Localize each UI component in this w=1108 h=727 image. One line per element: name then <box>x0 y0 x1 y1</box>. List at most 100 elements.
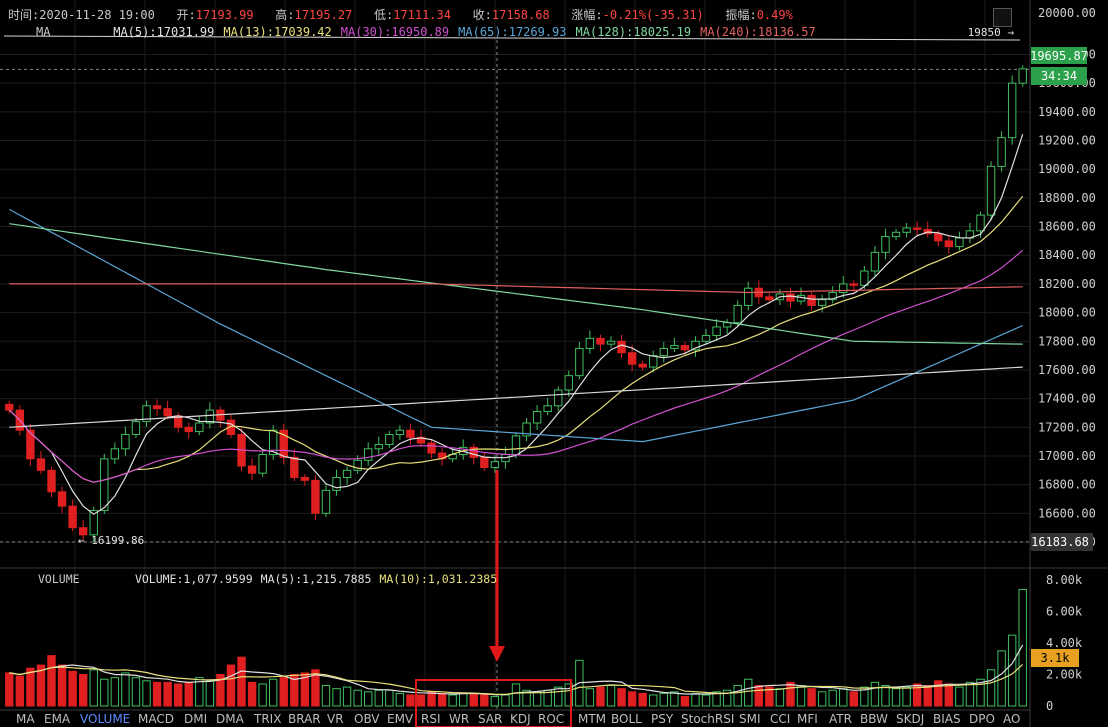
tab-ema[interactable]: EMA <box>44 712 71 726</box>
tab-obv[interactable]: OBV <box>354 712 380 726</box>
volume-bar <box>311 669 320 707</box>
price-tick-label: 19400.00 <box>1038 105 1096 119</box>
candle <box>1018 65 1027 87</box>
price-tick-label: 17800.00 <box>1038 334 1096 348</box>
time-value: 2020-11-28 19:00 <box>39 8 155 22</box>
candle-body <box>649 355 658 368</box>
tab-bbw[interactable]: BBW <box>860 712 888 726</box>
tab-emv[interactable]: EMV <box>387 712 414 726</box>
candle-body <box>765 296 774 301</box>
volume-bar <box>100 678 109 707</box>
candle-body <box>575 347 584 377</box>
candle <box>765 293 774 304</box>
candle-body <box>163 408 172 417</box>
candle-body <box>121 433 130 450</box>
tab-boll[interactable]: BOLL <box>611 712 642 726</box>
volume-bar <box>110 677 120 707</box>
candle-body <box>902 227 911 233</box>
volume-bar <box>796 685 806 707</box>
tab-mfi[interactable]: MFI <box>797 712 818 726</box>
candle <box>385 430 394 449</box>
trend-line <box>9 366 1023 428</box>
ma-legend: MA MA(5):17031.99 MA(13):17039.42 MA(30):1… <box>36 25 825 39</box>
price-tick-label: 18600.00 <box>1038 220 1096 234</box>
ma-legend-item: MA(5):17031.99 <box>113 25 215 39</box>
candle <box>786 287 795 309</box>
change-label: 涨幅: <box>571 8 603 22</box>
candle-body <box>395 429 405 435</box>
tab-atr[interactable]: ATR <box>829 712 852 726</box>
candle-body <box>490 461 500 468</box>
volume-bar <box>934 680 943 707</box>
tab-ma[interactable]: MA <box>16 712 35 726</box>
candle <box>68 499 77 532</box>
tab-trix[interactable]: TRIX <box>254 712 282 726</box>
tab-cci[interactable]: CCI <box>770 712 791 726</box>
tab-dpo[interactable]: DPO <box>969 712 995 726</box>
volume-bar <box>902 686 911 707</box>
tab-rsi[interactable]: RSI <box>421 712 441 726</box>
candle-body <box>617 340 626 354</box>
candle-body <box>469 446 478 458</box>
price-tick-label: 19000.00 <box>1038 162 1096 176</box>
candle-body <box>543 405 552 413</box>
ma-legend-item: MA(30):16950.89 <box>340 25 450 39</box>
tab-dma[interactable]: DMA <box>216 712 244 726</box>
tab-wr[interactable]: WR <box>449 712 470 726</box>
candle <box>575 341 584 380</box>
volume-legend-item: MA(10):1,031.2385 <box>379 572 498 586</box>
volume-bar <box>142 680 151 707</box>
candle <box>712 319 721 341</box>
tab-psy[interactable]: PSY <box>651 712 674 726</box>
tab-kdj[interactable]: KDJ <box>510 712 531 726</box>
candle <box>184 422 193 439</box>
candle-body <box>57 491 67 507</box>
volume-bar <box>237 656 246 707</box>
candle <box>121 426 130 456</box>
tab-mtm[interactable]: MTM <box>578 712 607 726</box>
candle-body <box>891 231 901 238</box>
tab-ao[interactable]: AO <box>1003 712 1021 726</box>
high-marker: 19850 → <box>968 26 1015 39</box>
candle-body <box>1007 82 1017 139</box>
volume-bar <box>532 691 542 707</box>
tab-smi[interactable]: SMI <box>739 712 761 726</box>
annotation-highlight-box <box>415 679 572 727</box>
candle <box>923 221 932 238</box>
tab-bias[interactable]: BIAS <box>933 712 961 726</box>
tab-roc[interactable]: ROC <box>538 712 565 726</box>
candle <box>78 519 88 541</box>
tab-macd[interactable]: MACD <box>138 712 174 726</box>
volume-bar <box>416 694 426 707</box>
volume-bar <box>522 689 531 707</box>
amp-label: 振幅: <box>725 8 757 22</box>
candle-body <box>638 363 647 368</box>
crosshair-price-tag: 16183.68 <box>1031 535 1089 549</box>
candle-body <box>36 458 46 471</box>
volume-bar <box>870 681 880 707</box>
tab-skdj[interactable]: SKDJ <box>896 712 925 726</box>
tab-vr[interactable]: VR <box>327 712 344 726</box>
tab-brar[interactable]: BRAR <box>288 712 321 726</box>
settings-box-icon[interactable] <box>993 8 1012 27</box>
ma-legend-item: MA(13):17039.42 <box>223 25 332 39</box>
ma-line-13 <box>8 195 1024 483</box>
high-label: 高: <box>275 8 295 22</box>
candle-body <box>870 251 880 272</box>
tab-sar[interactable]: SAR <box>478 712 503 726</box>
ma-legend-item: MA(128):18025.19 <box>575 25 692 39</box>
countdown-tag: 34:34 <box>1041 69 1077 83</box>
low-label: 低: <box>373 8 394 22</box>
indicator-tabs: MA EMA VOLUME MACD DMI DMA TRIX BRAR VR OBV EMV RSI… <box>0 712 1030 727</box>
time-label: 时间: <box>8 8 40 22</box>
tab-stochrsi[interactable]: StochRSI <box>681 712 735 726</box>
candle-body <box>279 429 288 458</box>
candle <box>374 436 383 456</box>
volume-bar <box>459 692 468 707</box>
candle <box>258 450 267 477</box>
candle <box>955 231 964 251</box>
volume-bar <box>765 686 774 707</box>
tab-volume[interactable]: VOLUME <box>80 712 131 726</box>
tab-dmi[interactable]: DMI <box>184 712 208 726</box>
